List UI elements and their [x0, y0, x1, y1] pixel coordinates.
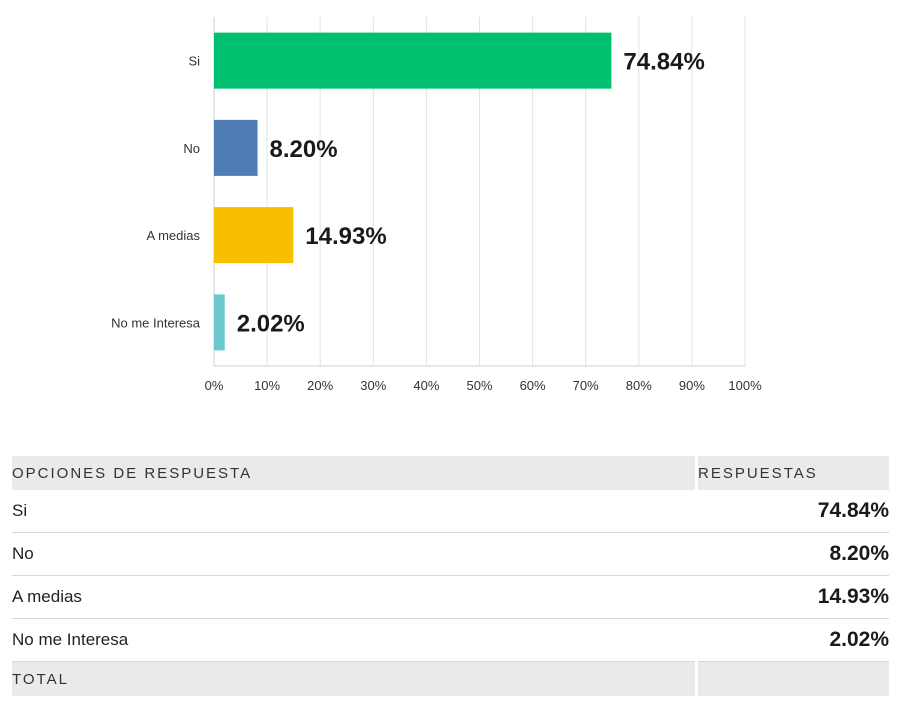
header-responses: RESPUESTAS	[696, 456, 889, 490]
x-tick-label: 50%	[466, 378, 492, 393]
table-row: No me Interesa 2.02%	[12, 618, 889, 662]
x-tick-label: 10%	[254, 378, 280, 393]
table-row: A medias 14.93%	[12, 575, 889, 619]
bar	[214, 207, 294, 264]
data-label: 14.93%	[305, 223, 386, 250]
bar-chart: 0% 10% 20% 30% 40% 50% 60% 70% 80% 90% 100% Si 74.84…	[111, 17, 762, 393]
category-label: No	[183, 141, 200, 156]
table-row: Si 74.84%	[12, 490, 889, 533]
x-tick-label: 20%	[307, 378, 333, 393]
header-options: OPCIONES DE RESPUESTA	[12, 456, 698, 490]
option-label: No	[12, 532, 697, 576]
data-label: 2.02%	[237, 310, 305, 337]
data-label: 74.84%	[623, 49, 704, 76]
x-tick-label: 40%	[413, 378, 439, 393]
option-label: A medias	[12, 575, 697, 619]
category-label: Si	[188, 54, 200, 69]
table-total-row: TOTAL	[12, 661, 889, 696]
x-tick-label: 0%	[205, 378, 224, 393]
table-header-row: OPCIONES DE RESPUESTA RESPUESTAS	[12, 456, 889, 490]
x-tick-label: 70%	[573, 378, 599, 393]
bar	[214, 119, 258, 176]
total-label: TOTAL	[12, 661, 698, 696]
summary-table: OPCIONES DE RESPUESTA RESPUESTAS Si 74.8…	[12, 456, 889, 696]
total-value	[696, 661, 889, 696]
x-tick-label: 100%	[728, 378, 762, 393]
x-tick-label: 30%	[360, 378, 386, 393]
category-label: A medias	[147, 228, 201, 243]
x-tick-label: 60%	[520, 378, 546, 393]
response-value: 74.84%	[696, 490, 889, 533]
table-row: No 8.20%	[12, 532, 889, 576]
response-value: 8.20%	[696, 532, 889, 576]
bar	[214, 294, 225, 351]
bar	[214, 32, 612, 89]
chart-svg: 0% 10% 20% 30% 40% 50% 60% 70% 80% 90% 100% Si 74.84…	[111, 17, 762, 393]
option-label: Si	[12, 490, 697, 533]
data-label: 8.20%	[270, 136, 338, 163]
response-value: 2.02%	[696, 618, 889, 662]
response-value: 14.93%	[696, 575, 889, 619]
x-tick-label: 80%	[626, 378, 652, 393]
x-tick-label: 90%	[679, 378, 705, 393]
category-label: No me Interesa	[111, 315, 201, 330]
option-label: No me Interesa	[12, 618, 697, 662]
